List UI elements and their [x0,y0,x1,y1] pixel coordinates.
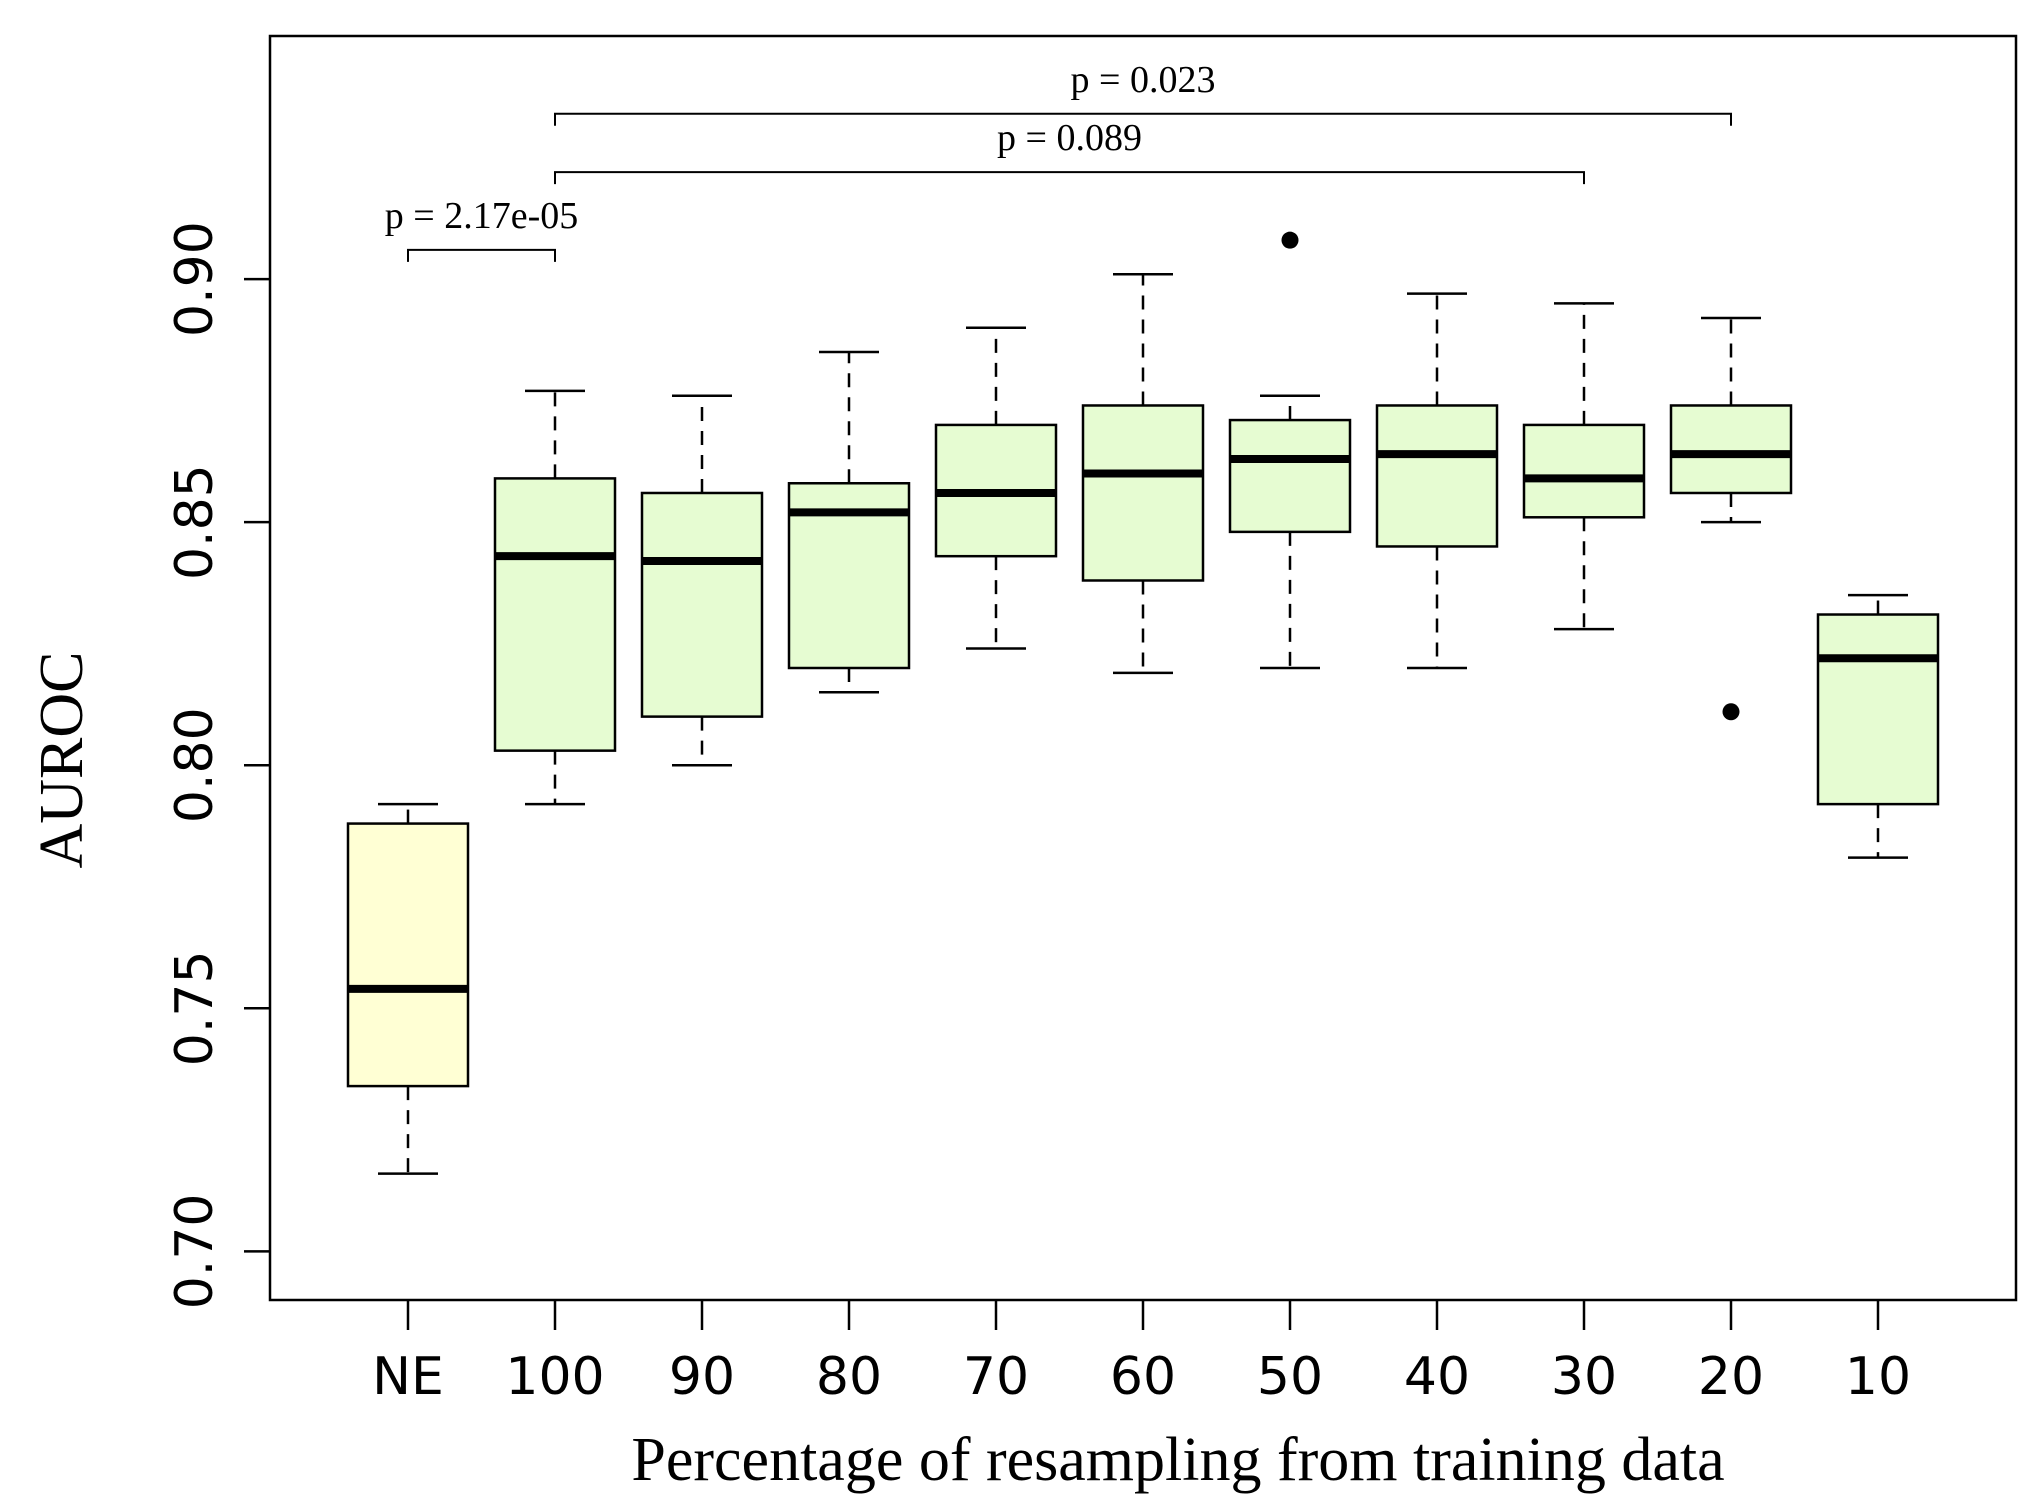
box-100 [493,389,617,806]
bracket-line-1 [554,171,1585,185]
x-tick-label-100: 100 [505,1347,604,1407]
x-tick-label-10: 10 [1845,1347,1911,1407]
boxes-layer [346,231,1940,1175]
significance-bracket-2: p = 0.023 [554,59,1732,126]
significance-bracket-0: p = 2.17e-05 [385,195,578,262]
x-tick-label-20: 20 [1698,1347,1764,1407]
box-NE [346,802,470,1175]
bracket-line-2 [554,112,1732,126]
box-80 [787,350,911,694]
y-tick-label-0.70: 0.70 [165,1193,225,1309]
y-tick-label-0.75: 0.75 [165,950,225,1066]
significance-annotations: p = 2.17e-05 p = 0.089 p = 0.023 [385,59,1732,262]
box-10 [1816,593,1940,859]
x-axis: NE 100 90 80 70 60 50 40 30 20 10 [372,1300,1911,1407]
y-tick-label-0.85: 0.85 [165,464,225,580]
iqr-box-40 [1375,404,1499,548]
iqr-box-10 [1816,613,1940,806]
iqr-box-NE [346,822,470,1088]
x-tick-label-30: 30 [1551,1347,1617,1407]
x-axis-label: Percentage of resampling from training d… [631,1426,1724,1494]
y-axis: 0.70 0.75 0.80 0.85 0.90 [165,221,270,1309]
bracket-label-1: p = 0.089 [997,117,1142,159]
box-40 [1375,292,1499,670]
iqr-box-60 [1081,404,1205,582]
x-tick-label-NE: NE [372,1347,444,1407]
significance-bracket-1: p = 0.089 [554,117,1585,185]
iqr-box-90 [640,491,764,718]
box-50 [1228,231,1352,670]
bracket-label-0: p = 2.17e-05 [385,195,578,237]
x-tick-label-60: 60 [1110,1347,1176,1407]
y-axis-label: AUROC [28,651,96,868]
x-tick-label-90: 90 [669,1347,735,1407]
bracket-line-0 [407,248,556,262]
iqr-box-100 [493,477,617,752]
y-tick-label-0.80: 0.80 [165,707,225,823]
box-30 [1522,302,1646,631]
x-tick-label-80: 80 [816,1347,882,1407]
y-tick-label-0.90: 0.90 [165,221,225,337]
iqr-box-30 [1522,423,1646,519]
outlier-20-0 [1722,703,1740,721]
box-60 [1081,272,1205,675]
box-70 [934,326,1058,650]
box-90 [640,394,764,767]
iqr-box-50 [1228,418,1352,534]
box-20 [1669,316,1793,721]
x-tick-label-50: 50 [1257,1347,1323,1407]
iqr-box-20 [1669,404,1793,495]
x-tick-label-70: 70 [963,1347,1029,1407]
outlier-50-0 [1281,231,1299,249]
bracket-label-2: p = 0.023 [1071,59,1216,101]
x-tick-label-40: 40 [1404,1347,1470,1407]
